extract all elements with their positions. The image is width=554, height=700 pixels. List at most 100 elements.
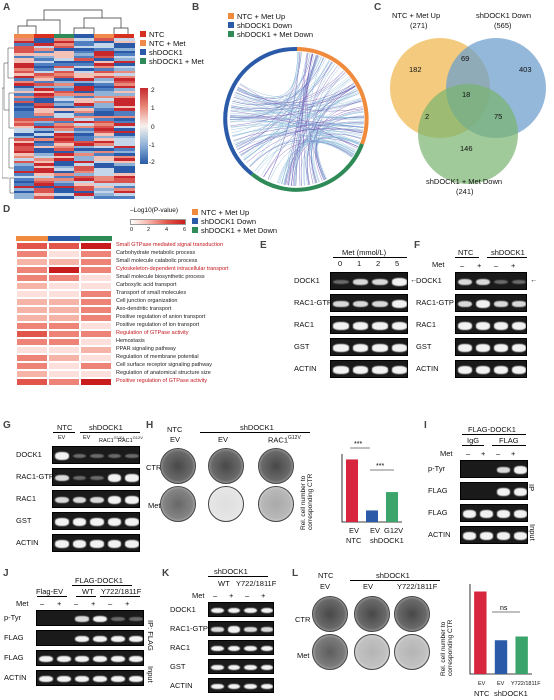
heatmap-cell <box>14 135 35 139</box>
heatmap-cell <box>114 63 135 66</box>
heatmap-cell <box>74 50 95 54</box>
enrichment-cell <box>48 242 80 250</box>
venn-region-ac: 2 <box>425 112 430 121</box>
heatmap-cell <box>14 120 35 124</box>
g-lane-label: RAC1G12V <box>99 435 124 444</box>
blot-band <box>512 279 526 285</box>
scale-tick-neg1: -1 <box>149 142 155 149</box>
heatmap-cell <box>74 148 95 151</box>
circos-link <box>230 74 348 115</box>
blot-band <box>372 366 388 374</box>
heatmap-cell <box>94 60 115 64</box>
heatmap-cell <box>54 43 75 46</box>
heatmap-cell <box>14 145 35 149</box>
h-xtick-g12v: G12V <box>384 526 404 535</box>
enrichment-cell <box>16 346 48 354</box>
enrichment-cell <box>80 330 112 338</box>
enr-tick-2: 2 <box>147 227 151 233</box>
heatmap-cell <box>114 105 135 109</box>
heatmap-cell <box>94 98 115 101</box>
enrichment-cell <box>16 250 48 258</box>
venn-region-abc: 18 <box>462 90 471 99</box>
heatmap-cell <box>74 180 95 184</box>
venn-set1-label: NTC + Met Up <box>392 11 441 20</box>
heatmap-cell <box>14 168 35 171</box>
blot-band <box>260 627 273 632</box>
blot-band <box>494 322 508 330</box>
heatmap-cell <box>14 175 35 179</box>
heatmap-cell <box>114 118 135 121</box>
heatmap-cell <box>34 108 55 111</box>
heatmap-cell <box>74 38 95 41</box>
l-group-label: shDOCK1 <box>376 571 410 580</box>
blot-band <box>352 344 368 352</box>
blot-row-label: RAC1-GTP <box>416 298 454 307</box>
blot-band <box>514 510 527 518</box>
heatmap-cell <box>74 175 95 179</box>
heatmap-cell <box>34 153 55 156</box>
heatmap-cell <box>74 153 95 156</box>
heatmap-cell <box>34 160 55 164</box>
circos-link <box>263 85 356 177</box>
blot-band <box>107 540 122 548</box>
heatmap-cell <box>54 90 75 94</box>
heatmap-cell <box>14 90 35 94</box>
heatmap-cell <box>34 195 55 199</box>
circos-link <box>231 93 360 110</box>
lane-label: 5 <box>395 259 400 268</box>
heatmap-cell <box>114 70 135 74</box>
circos-link <box>239 116 365 153</box>
heatmap-cell <box>74 93 95 96</box>
heatmap-cell <box>34 80 55 84</box>
heatmap-cell <box>14 163 35 166</box>
heatmap-cell <box>94 40 115 44</box>
significance-label: *** <box>354 441 362 448</box>
enrichment-cell <box>48 274 80 282</box>
panel-letter-l: L <box>292 568 299 579</box>
heatmap-cell <box>14 38 35 41</box>
scale-tick-0: 0 <box>151 124 155 131</box>
heatmap-cell <box>54 38 75 41</box>
heatmap-cell <box>74 83 95 86</box>
j-group-wt: WT <box>82 587 94 596</box>
heatmap-cell <box>34 188 55 191</box>
heatmap-cell <box>34 98 55 101</box>
circos-link <box>230 101 362 128</box>
blot-band <box>494 366 508 374</box>
circos-link <box>229 55 318 120</box>
heatmap-cell <box>94 113 115 116</box>
blot-row-label: ACTIN <box>428 530 451 539</box>
l-col-mut: Y722/1811F <box>397 582 438 591</box>
heatmap-cell <box>114 145 135 149</box>
chart-bar <box>494 640 508 674</box>
heatmap-cell <box>94 85 115 89</box>
legend-ntc: NTC <box>149 30 165 39</box>
blot-strip <box>208 678 274 693</box>
heatmap-cell <box>34 190 55 194</box>
blot-band <box>72 475 87 481</box>
expression-heatmap <box>14 38 135 199</box>
blot-row-label: FLAG <box>4 633 24 642</box>
lane-label: – <box>213 591 218 600</box>
circos-link <box>234 133 354 155</box>
panel-letter-c: C <box>374 2 382 13</box>
heatmap-cell <box>54 110 75 114</box>
heatmap-cell <box>114 40 135 44</box>
enrichment-term: Regulation of membrane potential <box>116 354 199 360</box>
circos-link <box>293 98 362 186</box>
scale-tick-neg2: -2 <box>149 159 155 166</box>
blot-strip <box>36 630 144 646</box>
blot-band <box>476 300 490 308</box>
circos-link <box>235 60 331 101</box>
blot-band <box>352 279 368 285</box>
i-header: FLAG-DOCK1 <box>468 425 516 434</box>
heatmap-cell <box>54 108 75 111</box>
panel-letter-k: K <box>162 568 170 579</box>
heatmap-group-bar <box>14 34 134 38</box>
heatmap-cell <box>14 178 35 181</box>
blot-band <box>129 635 143 643</box>
blot-band <box>494 279 508 285</box>
l-xtick-mut: Y722/1811F <box>511 681 541 687</box>
heatmap-cell <box>74 115 95 119</box>
enrichment-cell <box>80 346 112 354</box>
